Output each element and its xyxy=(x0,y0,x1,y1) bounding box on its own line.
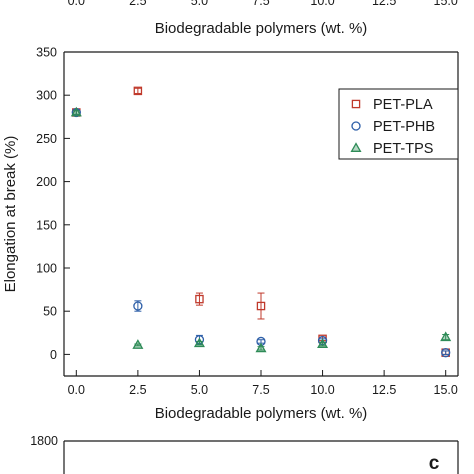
x-axis-title: Biodegradable polymers (wt. %) xyxy=(155,405,368,422)
x-tick-label: 5.0 xyxy=(191,383,208,397)
legend-entry: PET-TPS xyxy=(350,141,433,157)
legend-label: PET-PLA xyxy=(373,97,433,113)
data-point xyxy=(255,342,267,353)
data-point xyxy=(133,86,143,96)
top-panel: 0.0 2.5 5.0 7.5 10.0 12.5 15.0 Biodegradable p… xyxy=(68,0,458,37)
top-panel-tick-label: 12.5 xyxy=(372,0,396,8)
data-point xyxy=(256,336,266,347)
data-point xyxy=(317,338,329,348)
top-panel-tick-label: 15.0 xyxy=(434,0,458,8)
data-point xyxy=(70,106,82,117)
x-tick-label: 0.0 xyxy=(68,383,85,397)
data-point xyxy=(133,301,143,311)
legend-label: PET-TPS xyxy=(373,141,433,157)
legend-marker xyxy=(350,142,362,152)
legend-marker xyxy=(351,121,361,131)
legend: PET-PLA PET-PHB PET-TPS xyxy=(338,88,459,160)
legend-entry: PET-PLA xyxy=(351,97,433,113)
top-panel-tick-label: 0.0 xyxy=(68,0,85,8)
top-panel-xlabel: Biodegradable polymers (wt. %) xyxy=(155,20,368,37)
series-layer xyxy=(70,86,452,358)
chart-panel-b: 0 50 100 150 200 250 300 350 0.0 2.5 5.0 7.5 10.0 12… xyxy=(2,46,459,422)
data-point xyxy=(256,301,266,311)
y-axis-title: Elongation at break (%) xyxy=(2,136,19,293)
data-point xyxy=(132,339,144,349)
x-tick-label: 15.0 xyxy=(434,383,458,397)
x-tick-label: 12.5 xyxy=(372,383,396,397)
top-panel-tick-label: 5.0 xyxy=(191,0,208,8)
data-point xyxy=(193,337,205,348)
y-tick-label: 0 xyxy=(50,348,57,362)
y-tick-label: 200 xyxy=(36,175,57,189)
y-axis: 0 50 100 150 200 250 300 350 xyxy=(36,46,70,362)
data-point xyxy=(441,348,451,358)
top-panel-tick-label: 2.5 xyxy=(129,0,146,8)
x-tick-label: 7.5 xyxy=(252,383,269,397)
x-axis: 0.0 2.5 5.0 7.5 10.0 12.5 15.0 xyxy=(68,370,458,397)
y-tick-label: 100 xyxy=(36,262,57,276)
x-tick-label: 2.5 xyxy=(129,383,146,397)
y-tick-label: 50 xyxy=(43,305,57,319)
y-tick-label: 350 xyxy=(36,46,57,60)
panel-letter-c: c xyxy=(429,453,440,474)
x-tick-label: 10.0 xyxy=(310,383,334,397)
bottom-panel: 1800 c xyxy=(30,434,459,474)
legend-label: PET-PHB xyxy=(373,119,435,135)
y-tick-label: 300 xyxy=(36,89,57,103)
top-panel-tick-label: 10.0 xyxy=(310,0,334,8)
legend-entries: PET-PLA PET-PHB PET-TPS xyxy=(350,97,435,157)
legend-marker xyxy=(351,99,361,109)
top-panel-tick-label: 7.5 xyxy=(252,0,269,8)
y-tick-label: 250 xyxy=(36,132,57,146)
data-point xyxy=(195,294,204,304)
bottom-panel-tick-label: 1800 xyxy=(30,434,58,448)
y-tick-label: 150 xyxy=(36,218,57,232)
data-point xyxy=(440,331,452,342)
series-pet-tps xyxy=(70,106,452,353)
legend-entry: PET-PHB xyxy=(351,119,435,135)
top-panel-tick-labels: 0.0 2.5 5.0 7.5 10.0 12.5 15.0 xyxy=(68,0,458,8)
